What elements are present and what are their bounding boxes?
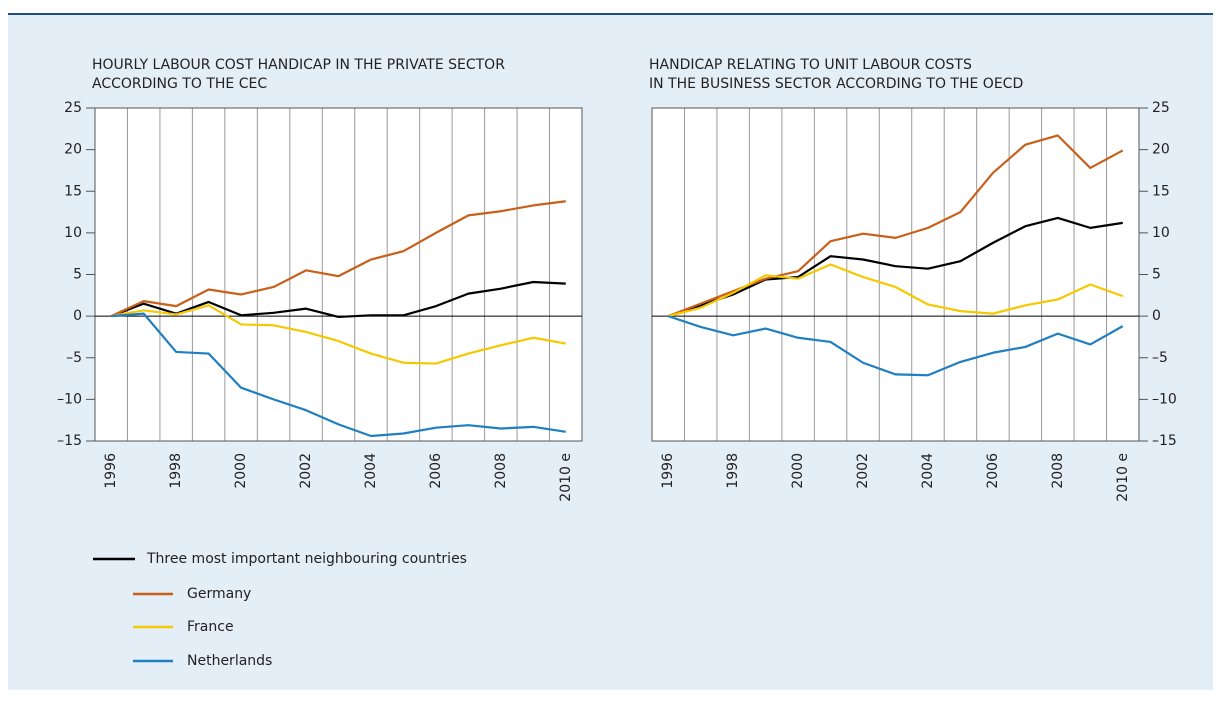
x-tick-label: 2006 xyxy=(428,453,444,489)
x-tick-label: 2006 xyxy=(985,453,1001,489)
chart-title: ACCORDING TO THE CEC xyxy=(92,76,267,92)
series-line xyxy=(667,315,1124,377)
series-line xyxy=(667,263,1124,318)
y-tick-label: –15 xyxy=(1152,433,1177,449)
y-tick-label: 15 xyxy=(64,183,82,199)
x-tick-label: 2000 xyxy=(233,453,249,489)
y-tick-label: 25 xyxy=(64,100,82,116)
series-line xyxy=(111,304,566,365)
y-tick-label: –10 xyxy=(57,391,82,407)
legend-label: Germany xyxy=(187,586,251,602)
x-tick-label: 2002 xyxy=(298,453,314,489)
legend-label: France xyxy=(187,619,234,635)
y-tick-label: –10 xyxy=(1152,391,1177,407)
series-line xyxy=(110,280,566,319)
y-tick-label: –15 xyxy=(57,433,82,449)
x-tick-label: 2002 xyxy=(855,453,871,489)
x-tick-label: 2008 xyxy=(1050,453,1066,489)
x-tick-label: 2008 xyxy=(493,453,509,489)
x-tick-label: 1996 xyxy=(103,453,119,489)
y-tick-label: 25 xyxy=(1152,100,1170,116)
legend-label: Netherlands xyxy=(187,653,272,669)
y-tick-label: 5 xyxy=(1152,267,1161,283)
x-tick-label: 2010 e xyxy=(1115,453,1131,502)
series-line xyxy=(667,216,1123,318)
y-tick-label: 0 xyxy=(73,308,82,324)
x-tick-label: 1998 xyxy=(725,453,741,489)
chart-title: HOURLY LABOUR COST HANDICAP IN THE PRIVA… xyxy=(92,57,505,73)
y-tick-label: 20 xyxy=(64,142,82,158)
x-tick-label: 1998 xyxy=(168,453,184,489)
x-tick-label: 2004 xyxy=(920,453,936,489)
y-tick-label: 5 xyxy=(73,267,82,283)
x-tick-label: 2010 e xyxy=(558,453,574,502)
series-line xyxy=(110,200,566,318)
x-tick-label: 1996 xyxy=(660,453,676,489)
y-tick-label: –5 xyxy=(1152,350,1168,366)
y-tick-label: 0 xyxy=(1152,308,1161,324)
y-tick-label: 15 xyxy=(1152,183,1170,199)
chart-title: HANDICAP RELATING TO UNIT LABOUR COSTS xyxy=(649,57,972,73)
x-tick-label: 2004 xyxy=(363,453,379,489)
y-tick-label: 20 xyxy=(1152,142,1170,158)
y-tick-label: 10 xyxy=(1152,225,1170,241)
x-tick-label: 2000 xyxy=(790,453,806,489)
chart-title: IN THE BUSINESS SECTOR ACCORDING TO THE … xyxy=(649,76,1023,92)
y-tick-label: –5 xyxy=(66,350,82,366)
plot-area xyxy=(95,108,582,441)
plot-area xyxy=(652,108,1139,441)
y-tick-label: 10 xyxy=(64,225,82,241)
series-line xyxy=(111,312,566,438)
legend-label: Three most important neighbouring countr… xyxy=(146,551,467,567)
